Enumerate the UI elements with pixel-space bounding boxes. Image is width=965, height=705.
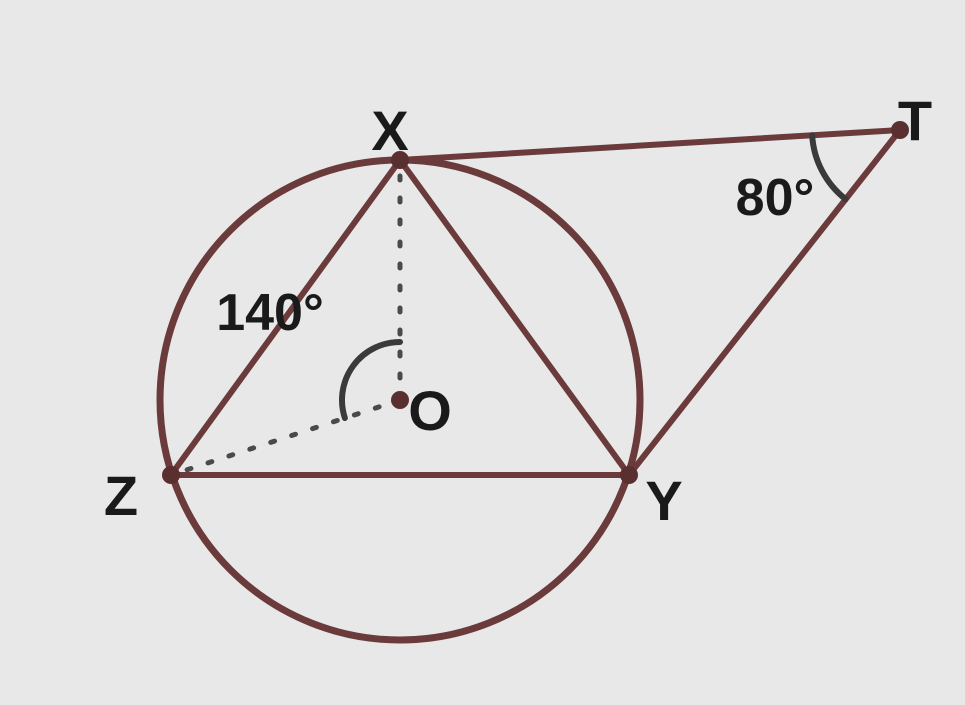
angle-arc-t [812, 135, 845, 199]
label-x: X [371, 99, 408, 162]
point-o [391, 391, 409, 409]
point-z [162, 466, 180, 484]
radius-oz [171, 400, 400, 475]
segment-xt [400, 130, 900, 160]
angle-label-o: 140° [216, 284, 324, 342]
label-o: O [408, 379, 452, 442]
label-t: T [898, 89, 932, 152]
point-y [620, 466, 638, 484]
label-z: Z [104, 464, 138, 527]
angle-arc-o [342, 342, 400, 418]
label-y: Y [645, 469, 682, 532]
angle-label-t: 80° [736, 169, 815, 227]
